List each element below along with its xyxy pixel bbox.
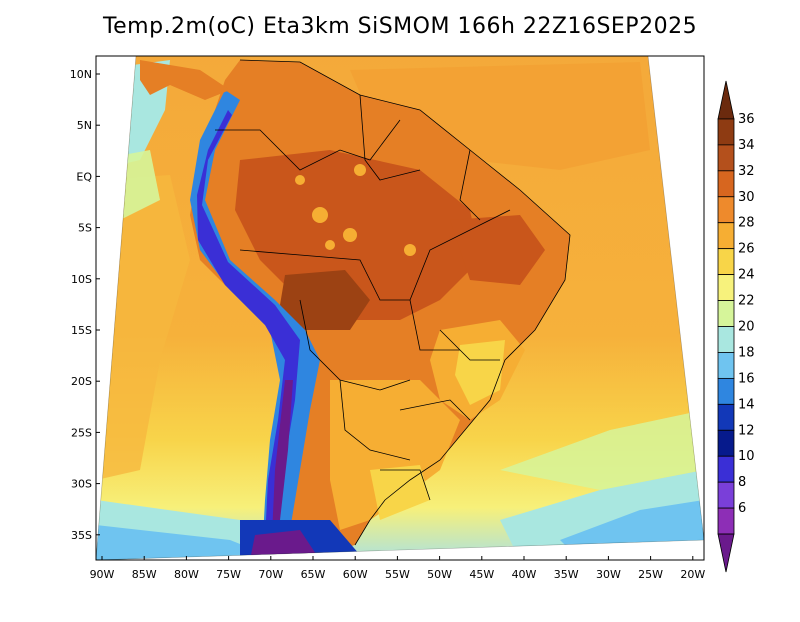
lat-tick-label: 25S — [71, 426, 92, 439]
colorbar-swatch — [717, 118, 735, 146]
colorbar-swatch — [717, 455, 735, 483]
lat-tick-label: 5N — [77, 119, 92, 132]
colorbar-label: 24 — [738, 268, 755, 283]
colorbar-swatch — [717, 170, 735, 198]
lon-tick-label: 40W — [512, 568, 537, 581]
colorbar-label: 18 — [738, 345, 755, 360]
colorbar-label: 12 — [738, 423, 755, 438]
colorbar-swatch — [717, 248, 735, 276]
lat-tick-label: EQ — [76, 170, 92, 183]
lat-tick-label: 5S — [78, 222, 92, 235]
lon-tick-label: 50W — [427, 568, 452, 581]
lat-tick-label: 15S — [71, 324, 92, 337]
colorbar-swatch — [717, 196, 735, 224]
map-frame — [95, 55, 705, 561]
colorbar-label: 16 — [738, 371, 755, 386]
lon-tick-label: 65W — [301, 568, 326, 581]
lon-tick-label: 30W — [596, 568, 621, 581]
lon-tick-label: 85W — [132, 568, 157, 581]
colorbar-swatch — [717, 80, 735, 120]
longitude-axis: 90W 85W 80W 75W 70W 65W 60W 55W 50W 45W 40W 35W 30W 2… — [90, 556, 705, 581]
colorbar-label: 32 — [738, 164, 755, 179]
colorbar-label: 26 — [738, 242, 755, 257]
colorbar-swatch — [717, 481, 735, 509]
lon-tick-label: 75W — [216, 568, 241, 581]
colorbar-label: 6 — [738, 501, 746, 516]
lon-tick-label: 70W — [258, 568, 283, 581]
colorbar-swatch — [717, 507, 735, 535]
colorbar-label: 14 — [738, 397, 755, 412]
colorbar-swatch — [717, 352, 735, 379]
colorbar-label: 20 — [738, 320, 755, 335]
colorbar-swatch — [717, 377, 735, 405]
lon-tick-label: 55W — [385, 568, 410, 581]
colorbar-label: 10 — [738, 449, 755, 464]
colorbar-swatch — [717, 300, 735, 327]
latitude-axis: 10N 5N EQ 5S 10S 15S 20S 25S 30S 35S — [70, 68, 100, 542]
lon-tick-label: 20W — [680, 568, 705, 581]
lat-tick-label: 10S — [71, 273, 92, 286]
colorbar-label: 30 — [738, 190, 755, 205]
colorbar-label: 22 — [738, 294, 755, 309]
colorbar-swatch — [717, 274, 735, 301]
political-borders — [215, 59, 571, 546]
lat-tick-label: 35S — [71, 529, 92, 542]
lon-tick-label: 60W — [343, 568, 368, 581]
lon-tick-label: 45W — [469, 568, 494, 581]
lat-tick-label: 10N — [70, 68, 92, 81]
colorbar-swatch — [717, 429, 735, 457]
colorbar-swatch — [717, 403, 735, 431]
lat-tick-label: 20S — [71, 375, 92, 388]
lat-tick-label: 30S — [71, 478, 92, 491]
lon-tick-label: 80W — [174, 568, 199, 581]
lon-tick-label: 90W — [90, 568, 115, 581]
colorbar-label: 28 — [738, 216, 755, 231]
colorbar-swatch — [717, 222, 735, 250]
colorbar-label: 36 — [738, 112, 755, 127]
colorbar-swatch — [717, 533, 735, 573]
colorbar-label: 34 — [738, 138, 755, 153]
colorbar-swatch — [717, 144, 735, 172]
map-title: Temp.2m(oC) Eta3km SiSMOM 166h 22Z16SEP2… — [102, 14, 698, 39]
colorbar-swatch — [717, 326, 735, 353]
lon-tick-label: 35W — [554, 568, 579, 581]
lon-tick-label: 25W — [638, 568, 663, 581]
colorbar: 36 34 32 30 28 26 24 22 20 18 16 14 12 10 8 6 — [717, 80, 755, 573]
colorbar-label: 8 — [738, 475, 746, 490]
temperature-field — [96, 56, 704, 560]
